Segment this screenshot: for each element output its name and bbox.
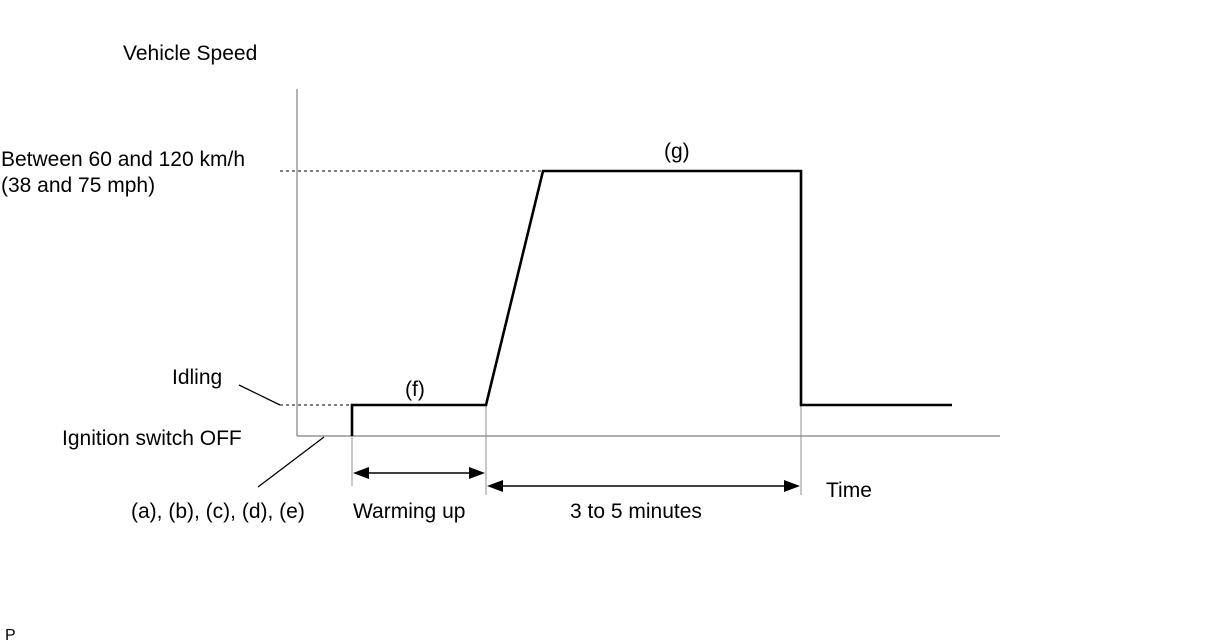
- y-axis-title: Vehicle Speed: [123, 42, 257, 65]
- vehicle-speed-profile: [350, 169, 952, 436]
- duration-arrow-left: [487, 480, 503, 492]
- speed-range-label-line1: Between 60 and 120 km/h: [1, 148, 245, 171]
- steps-a-to-e-leader-line: [257, 436, 325, 488]
- duration-label: 3 to 5 minutes: [570, 500, 702, 523]
- speed-range-label-line2: (38 and 75 mph): [1, 174, 155, 197]
- x-axis-title: Time: [826, 479, 872, 502]
- step-g-label: (g): [664, 140, 690, 163]
- steps-a-to-e-label: (a), (b), (c), (d), (e): [131, 500, 305, 523]
- warming-up-arrow-left: [353, 467, 369, 479]
- idling-leader-line: [238, 384, 281, 406]
- warming-up-label: Warming up: [353, 500, 465, 523]
- idling-label: Idling: [172, 366, 222, 389]
- corner-mark: P: [5, 627, 16, 644]
- duration-arrow-right: [784, 480, 800, 492]
- ignition-switch-off-label: Ignition switch OFF: [62, 427, 242, 450]
- warming-up-arrow-right: [469, 467, 485, 479]
- step-f-label: (f): [405, 378, 425, 401]
